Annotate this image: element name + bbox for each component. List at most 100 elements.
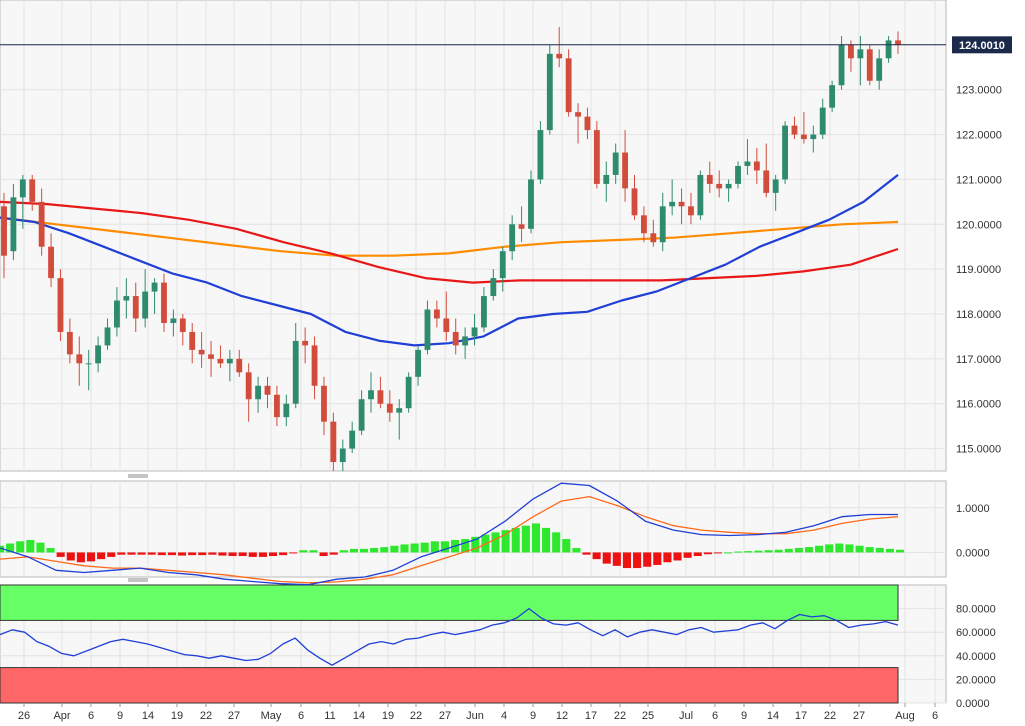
macd-histogram-bar bbox=[734, 551, 743, 553]
candle bbox=[772, 174, 779, 211]
macd-histogram-bar bbox=[592, 552, 601, 560]
candle bbox=[556, 26, 563, 68]
x-tick-label: 27 bbox=[228, 710, 240, 722]
price-axis-label: 120.0000 bbox=[956, 219, 1002, 231]
candle bbox=[565, 49, 572, 117]
candle bbox=[735, 161, 741, 189]
candle bbox=[819, 98, 826, 140]
macd-histogram-bar bbox=[683, 552, 692, 558]
x-tick-label: 22 bbox=[824, 710, 836, 722]
macd-histogram-bar bbox=[643, 552, 652, 567]
last-price-value: 124.0010 bbox=[959, 40, 1005, 52]
macd-histogram-bar bbox=[885, 548, 894, 553]
macd-histogram-bar bbox=[703, 552, 712, 555]
macd-histogram-bar bbox=[511, 527, 520, 553]
candle bbox=[612, 143, 619, 184]
x-tick-label: Apr bbox=[53, 710, 70, 722]
x-tick-label: 4 bbox=[501, 710, 507, 722]
macd-histogram-bar bbox=[36, 542, 45, 553]
candle bbox=[132, 282, 139, 332]
macd-histogram-bar bbox=[127, 552, 136, 555]
macd-histogram-bar bbox=[804, 547, 814, 553]
candle bbox=[292, 322, 299, 409]
macd-line bbox=[0, 482, 898, 586]
candle bbox=[782, 121, 788, 184]
macd-histogram-bar bbox=[137, 552, 146, 555]
macd-histogram-bar bbox=[218, 552, 227, 556]
price-axis-label: 123.0000 bbox=[956, 85, 1002, 97]
y-axis-labels: 115.0000 116.0000 117.0000 118.0000 119.0000… bbox=[956, 85, 1002, 710]
macd-histogram-bar bbox=[46, 547, 55, 553]
candle bbox=[537, 121, 544, 184]
candle bbox=[895, 31, 901, 54]
macd-histogram-bar bbox=[663, 552, 672, 563]
candle bbox=[518, 206, 525, 243]
price-axis-label: 117.0000 bbox=[956, 354, 1001, 366]
candle bbox=[104, 318, 111, 350]
panel-splitter-1[interactable] bbox=[128, 474, 148, 478]
candle bbox=[697, 170, 704, 220]
macd-histogram-bar bbox=[76, 552, 85, 563]
candle bbox=[688, 192, 694, 225]
candle bbox=[716, 170, 723, 198]
macd-histogram-bar bbox=[157, 552, 166, 556]
candle bbox=[142, 269, 149, 328]
candle bbox=[368, 372, 374, 413]
ma-mid-line bbox=[0, 200, 899, 284]
x-tick-label: 22 bbox=[410, 710, 422, 722]
price-axis-label: 118.0000 bbox=[956, 309, 1001, 321]
macd-histogram-bar bbox=[612, 552, 621, 566]
rsi-axis-label: 80.0000 bbox=[956, 604, 996, 616]
macd-histogram-bar bbox=[552, 532, 561, 553]
macd-histogram-bar bbox=[531, 523, 540, 553]
candle bbox=[217, 345, 224, 368]
macd-histogram-bar bbox=[299, 550, 308, 553]
x-tick-label: 14 bbox=[353, 710, 365, 722]
candle bbox=[38, 188, 45, 256]
x-tick-label: 22 bbox=[200, 710, 212, 722]
macd-histogram-bar bbox=[430, 541, 439, 553]
candle bbox=[245, 363, 252, 422]
macd-histogram-bar bbox=[198, 552, 207, 556]
candle bbox=[198, 331, 205, 368]
macd-histogram-bar bbox=[875, 547, 884, 553]
macd-histogram-bar bbox=[865, 547, 874, 553]
rsi-series bbox=[0, 607, 899, 666]
macd-histogram-bar bbox=[289, 552, 298, 554]
candle bbox=[678, 188, 685, 225]
macd-histogram-bar bbox=[764, 550, 773, 553]
candle bbox=[810, 125, 817, 153]
x-tick-label: 14 bbox=[767, 710, 779, 722]
rsi-axis-label: 0.0000 bbox=[956, 698, 990, 710]
candle bbox=[95, 336, 102, 373]
macd-histogram-bar bbox=[855, 545, 864, 553]
candle bbox=[283, 394, 290, 427]
candle bbox=[575, 103, 581, 144]
candle bbox=[471, 314, 478, 346]
macd-histogram-bar bbox=[380, 547, 389, 553]
ma-slow-line bbox=[0, 216, 899, 257]
macd-histogram-bar bbox=[268, 552, 278, 557]
panel-splitter-2[interactable] bbox=[128, 578, 148, 582]
candle bbox=[640, 206, 647, 243]
candle bbox=[330, 412, 337, 471]
macd-histogram-bar bbox=[188, 552, 197, 556]
candle bbox=[386, 390, 393, 422]
rsi-axis-label: 20.0000 bbox=[956, 674, 996, 686]
candle bbox=[622, 130, 629, 202]
candle bbox=[396, 399, 403, 440]
macd-histogram-bar bbox=[117, 552, 126, 555]
x-tick-label: 9 bbox=[741, 710, 747, 722]
x-tick-label: 9 bbox=[530, 710, 536, 722]
macd-histogram-bar bbox=[582, 552, 591, 555]
macd-histogram-bar bbox=[825, 544, 834, 553]
candle bbox=[481, 287, 487, 332]
macd-histogram-bar bbox=[501, 530, 510, 553]
candle bbox=[650, 219, 657, 247]
macd-histogram-bar bbox=[319, 552, 328, 557]
candle bbox=[857, 35, 864, 86]
candle bbox=[848, 40, 854, 72]
candle bbox=[424, 300, 431, 355]
candle bbox=[528, 170, 534, 234]
